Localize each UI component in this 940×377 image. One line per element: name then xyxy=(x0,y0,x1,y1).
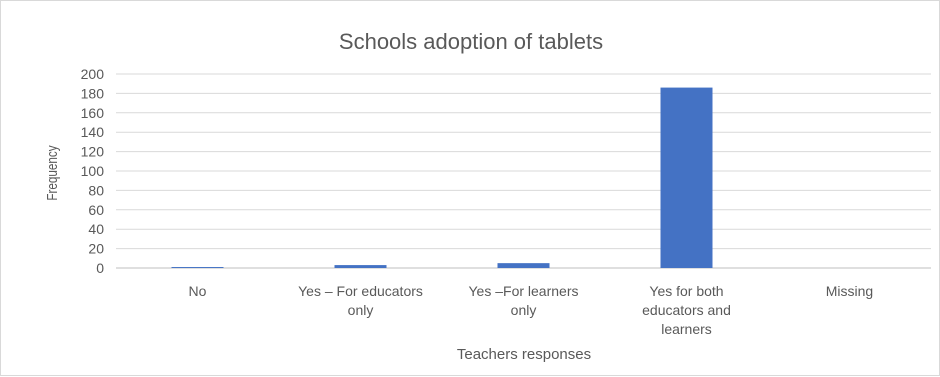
x-tick-label: Yes –For learners only xyxy=(469,283,579,318)
y-tick-label: 180 xyxy=(81,85,105,101)
gridlines xyxy=(116,73,931,269)
x-axis-label: Teachers responses xyxy=(457,346,591,363)
y-tick-label: 160 xyxy=(81,105,105,121)
y-tick-label: 20 xyxy=(88,241,104,257)
bars xyxy=(171,87,713,268)
bar xyxy=(497,263,550,268)
y-tick-label: 60 xyxy=(88,202,104,218)
y-tick-label: 40 xyxy=(88,221,104,237)
y-axis-label: Frequency xyxy=(44,145,61,200)
chart-title: Schools adoption of tablets xyxy=(339,29,603,54)
y-tick-label: 80 xyxy=(88,182,104,198)
x-tick-label: Yes for both educators and learners xyxy=(642,283,731,337)
bar xyxy=(171,267,224,268)
y-tick-label: 0 xyxy=(96,260,104,276)
y-axis-ticks: 0 20 40 60 80 100 120 140 160 180 200 xyxy=(81,66,105,276)
x-tick-label: No xyxy=(189,283,207,299)
y-tick-label: 200 xyxy=(81,66,105,82)
x-axis-ticks: No Yes – For educators only Yes –For learne… xyxy=(189,283,874,337)
y-tick-label: 100 xyxy=(81,163,105,179)
y-tick-label: 120 xyxy=(81,144,105,160)
x-tick-label: Missing xyxy=(826,283,873,299)
bar xyxy=(660,87,713,268)
bar xyxy=(334,265,387,268)
x-tick-label: Yes – For educators only xyxy=(298,283,423,318)
y-tick-label: 140 xyxy=(81,124,105,140)
